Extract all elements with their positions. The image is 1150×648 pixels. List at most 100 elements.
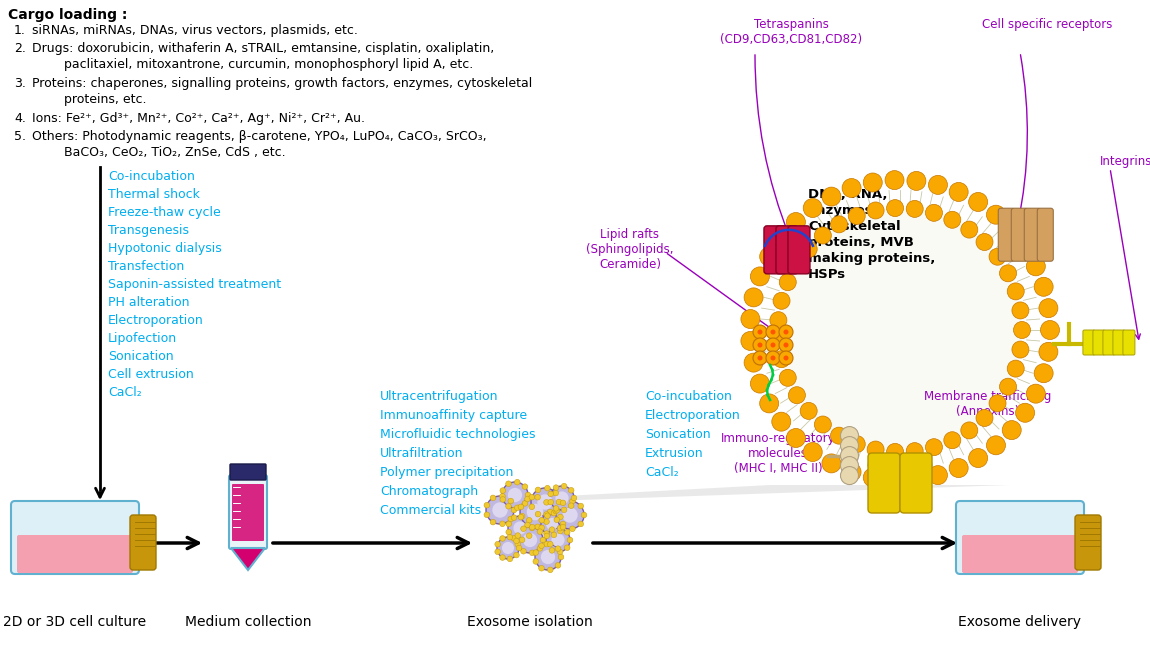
Circle shape: [518, 527, 543, 553]
Circle shape: [581, 512, 586, 518]
Circle shape: [830, 427, 848, 444]
Circle shape: [553, 505, 559, 511]
Text: Ions: Fe²⁺, Gd³⁺, Mn²⁺, Co²⁺, Ca²⁺, Ag⁺, Ni²⁺, Cr²⁺, Au.: Ions: Fe²⁺, Gd³⁺, Mn²⁺, Co²⁺, Ca²⁺, Ag⁺,…: [32, 112, 365, 125]
Circle shape: [770, 356, 775, 360]
Circle shape: [529, 524, 535, 530]
Circle shape: [521, 526, 527, 531]
Circle shape: [758, 356, 762, 360]
FancyBboxPatch shape: [900, 453, 932, 513]
Circle shape: [841, 457, 859, 474]
Circle shape: [783, 343, 789, 347]
Circle shape: [907, 470, 926, 489]
Circle shape: [800, 240, 818, 258]
Circle shape: [519, 515, 523, 520]
Circle shape: [1013, 321, 1030, 338]
Circle shape: [546, 518, 558, 530]
Circle shape: [544, 531, 550, 537]
Text: Ultrafiltration: Ultrafiltration: [380, 447, 463, 460]
Text: CaCl₂: CaCl₂: [645, 466, 678, 479]
Circle shape: [551, 533, 565, 547]
Text: Electroporation: Electroporation: [645, 409, 741, 422]
FancyBboxPatch shape: [1113, 330, 1125, 355]
Circle shape: [822, 454, 841, 473]
Circle shape: [558, 549, 562, 555]
Circle shape: [514, 505, 520, 511]
Circle shape: [499, 493, 505, 499]
Circle shape: [783, 356, 789, 360]
Circle shape: [906, 200, 923, 217]
Circle shape: [557, 499, 562, 505]
Circle shape: [492, 502, 507, 518]
Text: Drugs: doxorubicin, withaferin A, sTRAIL, emtansine, cisplatin, oxaliplatin,
   : Drugs: doxorubicin, withaferin A, sTRAIL…: [32, 42, 494, 71]
Circle shape: [989, 395, 1006, 411]
Circle shape: [753, 338, 767, 352]
Circle shape: [507, 556, 513, 562]
Circle shape: [514, 480, 520, 485]
Text: Transgenesis: Transgenesis: [108, 224, 189, 237]
Circle shape: [822, 187, 841, 206]
Circle shape: [520, 497, 550, 527]
Circle shape: [568, 487, 574, 493]
Circle shape: [814, 227, 831, 244]
Polygon shape: [231, 548, 264, 570]
Circle shape: [490, 519, 496, 525]
Text: Polymer precipitation: Polymer precipitation: [380, 466, 513, 479]
Circle shape: [522, 484, 528, 489]
Circle shape: [508, 488, 522, 502]
Circle shape: [976, 410, 992, 426]
Circle shape: [803, 443, 822, 461]
Text: 4.: 4.: [14, 112, 25, 125]
Circle shape: [555, 501, 584, 529]
Circle shape: [770, 329, 775, 334]
Circle shape: [513, 522, 527, 535]
Text: Extrusion: Extrusion: [645, 447, 704, 460]
Text: Integrins: Integrins: [1101, 155, 1150, 168]
Circle shape: [814, 416, 831, 433]
Circle shape: [1012, 302, 1029, 319]
Text: CaCl₂: CaCl₂: [108, 386, 141, 399]
Circle shape: [545, 513, 550, 518]
Circle shape: [537, 529, 543, 535]
Text: Immuno-regulatory
molecules
(MHC I, MHC II): Immuno-regulatory molecules (MHC I, MHC …: [721, 432, 835, 475]
Circle shape: [535, 487, 540, 492]
Circle shape: [1015, 238, 1035, 257]
Circle shape: [770, 343, 775, 347]
Circle shape: [849, 435, 865, 452]
FancyBboxPatch shape: [788, 226, 810, 274]
Circle shape: [551, 511, 557, 516]
Circle shape: [545, 485, 550, 491]
Circle shape: [867, 202, 884, 219]
Circle shape: [569, 498, 575, 504]
Circle shape: [558, 528, 564, 534]
Text: 5.: 5.: [14, 130, 26, 143]
FancyBboxPatch shape: [232, 484, 264, 541]
FancyBboxPatch shape: [229, 475, 267, 549]
Circle shape: [486, 496, 514, 524]
FancyBboxPatch shape: [12, 501, 139, 574]
Circle shape: [928, 466, 948, 485]
Circle shape: [508, 516, 532, 540]
Circle shape: [1002, 421, 1021, 439]
Circle shape: [989, 248, 1006, 265]
Text: Others: Photodynamic reagents, β-carotene, YPO₄, LuPO₄, CaCO₃, SrCO₃,
        Ba: Others: Photodynamic reagents, β-caroten…: [32, 130, 486, 159]
Circle shape: [501, 542, 514, 554]
Circle shape: [538, 543, 544, 549]
Circle shape: [555, 491, 568, 505]
Circle shape: [544, 512, 550, 517]
Circle shape: [1038, 299, 1058, 318]
Circle shape: [512, 507, 516, 513]
Circle shape: [527, 503, 543, 520]
Circle shape: [535, 544, 561, 570]
Circle shape: [529, 504, 535, 509]
Circle shape: [520, 537, 524, 542]
Circle shape: [1012, 341, 1029, 358]
Circle shape: [554, 507, 560, 513]
Circle shape: [568, 503, 574, 509]
Text: Co-incubation: Co-incubation: [645, 390, 731, 403]
Text: Ultracentrifugation: Ultracentrifugation: [380, 390, 498, 403]
Circle shape: [960, 221, 978, 238]
FancyBboxPatch shape: [1037, 208, 1053, 261]
Circle shape: [1007, 283, 1025, 300]
Circle shape: [987, 436, 1005, 455]
Circle shape: [741, 310, 760, 329]
